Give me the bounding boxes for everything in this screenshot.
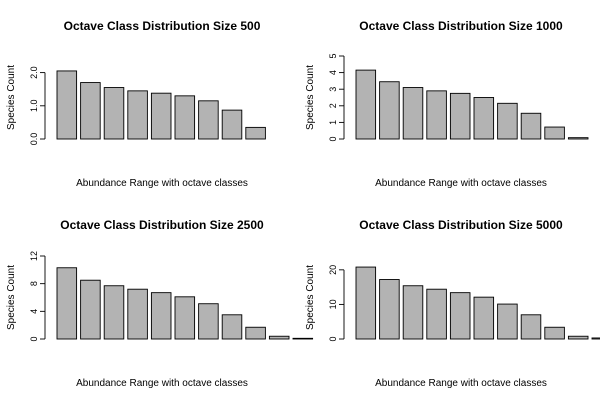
- bar: [379, 81, 400, 140]
- y-tick-label: 4: [29, 309, 39, 314]
- bar: [355, 266, 377, 340]
- bar: [198, 100, 219, 140]
- y-axis-label: Species Count: [6, 65, 17, 130]
- bar: [497, 303, 518, 340]
- bar: [426, 90, 447, 140]
- bar: [150, 92, 172, 140]
- x-axis-label: Abundance Range with octave classes: [76, 178, 248, 189]
- y-tick-label: 8: [29, 281, 39, 286]
- y-tick-label: 1: [328, 120, 338, 125]
- bar: [198, 303, 219, 340]
- y-tick-label: 4: [328, 70, 338, 75]
- y-tick-label: 10: [328, 299, 338, 309]
- bar: [221, 109, 243, 140]
- bar: [591, 337, 600, 340]
- bar: [426, 288, 447, 340]
- bar: [544, 326, 565, 340]
- chart-panel-4: 0 10 20 Octave Class Distribution Size 5000…: [305, 218, 600, 389]
- y-tick-label: 0: [328, 336, 338, 341]
- chart-title: Octave Class Distribution Size 500: [64, 19, 261, 33]
- chart-panel-3: 0 4 8 12 Octave Class Distribution Size 2500…: [6, 218, 314, 389]
- bar: [150, 292, 172, 340]
- bar: [245, 126, 266, 140]
- bar: [56, 267, 78, 340]
- bar: [56, 70, 78, 140]
- x-axis-label: Abundance Range with octave classes: [375, 378, 547, 389]
- y-tick-label: 12: [29, 251, 39, 261]
- bar: [402, 285, 424, 340]
- y-tick-label: 0.0: [29, 133, 39, 146]
- bar: [379, 279, 400, 340]
- y-axis-label: Species Count: [6, 265, 17, 330]
- bar: [449, 92, 471, 140]
- bar: [567, 335, 589, 340]
- y-tick-label: 2: [328, 103, 338, 108]
- chart-title: Octave Class Distribution Size 2500: [60, 218, 264, 232]
- bar: [520, 112, 542, 140]
- bar: [80, 279, 101, 340]
- bar: [127, 288, 148, 340]
- bar: [174, 296, 196, 340]
- bar: [80, 82, 101, 140]
- bar: [292, 337, 314, 340]
- bar: [355, 69, 377, 140]
- chart-panel-2: 0 1 2 3 4 5 Octave Class Distribution Size 100…: [305, 19, 589, 189]
- bar: [174, 95, 196, 140]
- x-axis-label: Abundance Range with octave classes: [375, 178, 547, 189]
- y-axis-label: Species Count: [305, 65, 316, 130]
- bar: [567, 137, 589, 140]
- bar: [221, 314, 243, 340]
- bar: [544, 126, 565, 140]
- bar: [127, 90, 148, 140]
- bar: [268, 335, 290, 340]
- chart-panel-1: 0.0 1.0 2.0 Octave Class Distribution Size …: [6, 19, 266, 189]
- bar: [473, 296, 495, 340]
- chart-title: Octave Class Distribution Size 1000: [359, 19, 563, 33]
- y-tick-label: 0: [29, 336, 39, 341]
- y-tick-label: 2.0: [29, 66, 39, 79]
- bar: [103, 87, 125, 140]
- bar: [449, 292, 471, 340]
- y-tick-label: 0: [328, 136, 338, 141]
- y-axis-label: Species Count: [305, 265, 316, 330]
- bar: [245, 326, 266, 340]
- x-axis-label: Abundance Range with octave classes: [76, 378, 248, 389]
- y-tick-label: 3: [328, 87, 338, 92]
- bar: [520, 314, 542, 340]
- y-tick-label: 5: [328, 53, 338, 58]
- bar: [402, 87, 424, 140]
- bar: [473, 97, 495, 140]
- y-tick-label: 20: [328, 265, 338, 275]
- chart-title: Octave Class Distribution Size 5000: [359, 218, 563, 232]
- bar: [497, 102, 518, 140]
- bar: [103, 285, 125, 340]
- y-tick-label: 1.0: [29, 100, 39, 113]
